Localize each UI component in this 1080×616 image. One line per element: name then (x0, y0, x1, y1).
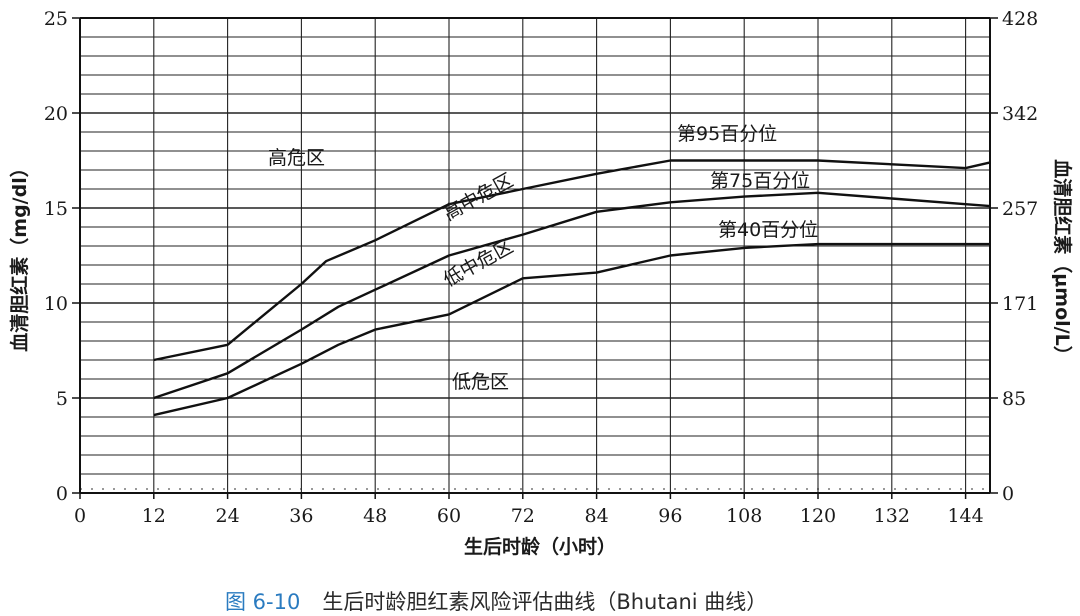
series-label-p40: 第40百分位 (718, 219, 818, 241)
chart-grid (80, 18, 990, 493)
x-tick-label: 60 (437, 505, 461, 527)
x-axis-label: 生后时龄（小时） (464, 535, 616, 558)
curves (153, 159, 991, 417)
figure-caption: 图 6-10 生后时龄胆红素风险评估曲线（Bhutani 曲线） (225, 586, 767, 616)
zone-label-high: 高危区 (268, 147, 325, 169)
y-tick-label-right: 0 (1002, 483, 1014, 505)
tick-labels: 0 12 24 36 48 60 72 84 96 108 120 132 144 0 5 10 15 20 25 0… (44, 8, 1038, 527)
x-tick-label: 96 (658, 505, 682, 527)
series-line-p40 (153, 242, 991, 417)
series-label-p95: 第95百分位 (677, 123, 777, 145)
y-tick-label-right: 171 (1002, 293, 1038, 315)
x-tick-label: 12 (142, 505, 166, 527)
series-label-p75: 第75百分位 (710, 170, 810, 192)
y-axis-label-right: 血清胆红素（μmol/L） (1051, 159, 1074, 364)
y-tick-label-left: 5 (56, 388, 68, 410)
y-tick-label-right: 428 (1002, 8, 1038, 30)
plot-frame (79, 17, 991, 494)
zone-label-high-intermediate: 高中危区 (440, 169, 517, 225)
y-tick-label-left: 0 (56, 483, 68, 505)
x-tick-label: 0 (74, 505, 86, 527)
y-tick-label-left: 20 (44, 103, 68, 125)
zone-label-low: 低危区 (452, 371, 509, 393)
x-tick-label: 84 (585, 505, 609, 527)
x-tick-label: 144 (947, 505, 983, 527)
x-tick-label: 120 (800, 505, 836, 527)
y-axis-label-left: 血清胆红素（mg/dl） (8, 158, 31, 351)
y-tick-label-right: 342 (1002, 103, 1038, 125)
y-tick-label-left: 15 (44, 198, 68, 220)
x-tick-label: 36 (289, 505, 313, 527)
figure-title: 生后时龄胆红素风险评估曲线（Bhutani 曲线） (322, 590, 768, 614)
y-tick-label-right: 257 (1002, 198, 1038, 220)
x-tick-label: 48 (363, 505, 387, 527)
series-line-p95 (153, 159, 991, 362)
y-tick-label-left: 25 (44, 8, 68, 30)
x-tick-label: 72 (511, 505, 535, 527)
x-tick-label: 132 (874, 505, 910, 527)
y-tick-label-right: 85 (1002, 388, 1026, 410)
series-line-p75 (153, 191, 991, 400)
figure-number: 图 6-10 (225, 590, 301, 614)
zone-label-low-intermediate: 低中危区 (440, 235, 517, 291)
x-tick-label: 24 (216, 505, 240, 527)
x-tick-label: 108 (726, 505, 762, 527)
y-tick-label-left: 10 (44, 293, 68, 315)
